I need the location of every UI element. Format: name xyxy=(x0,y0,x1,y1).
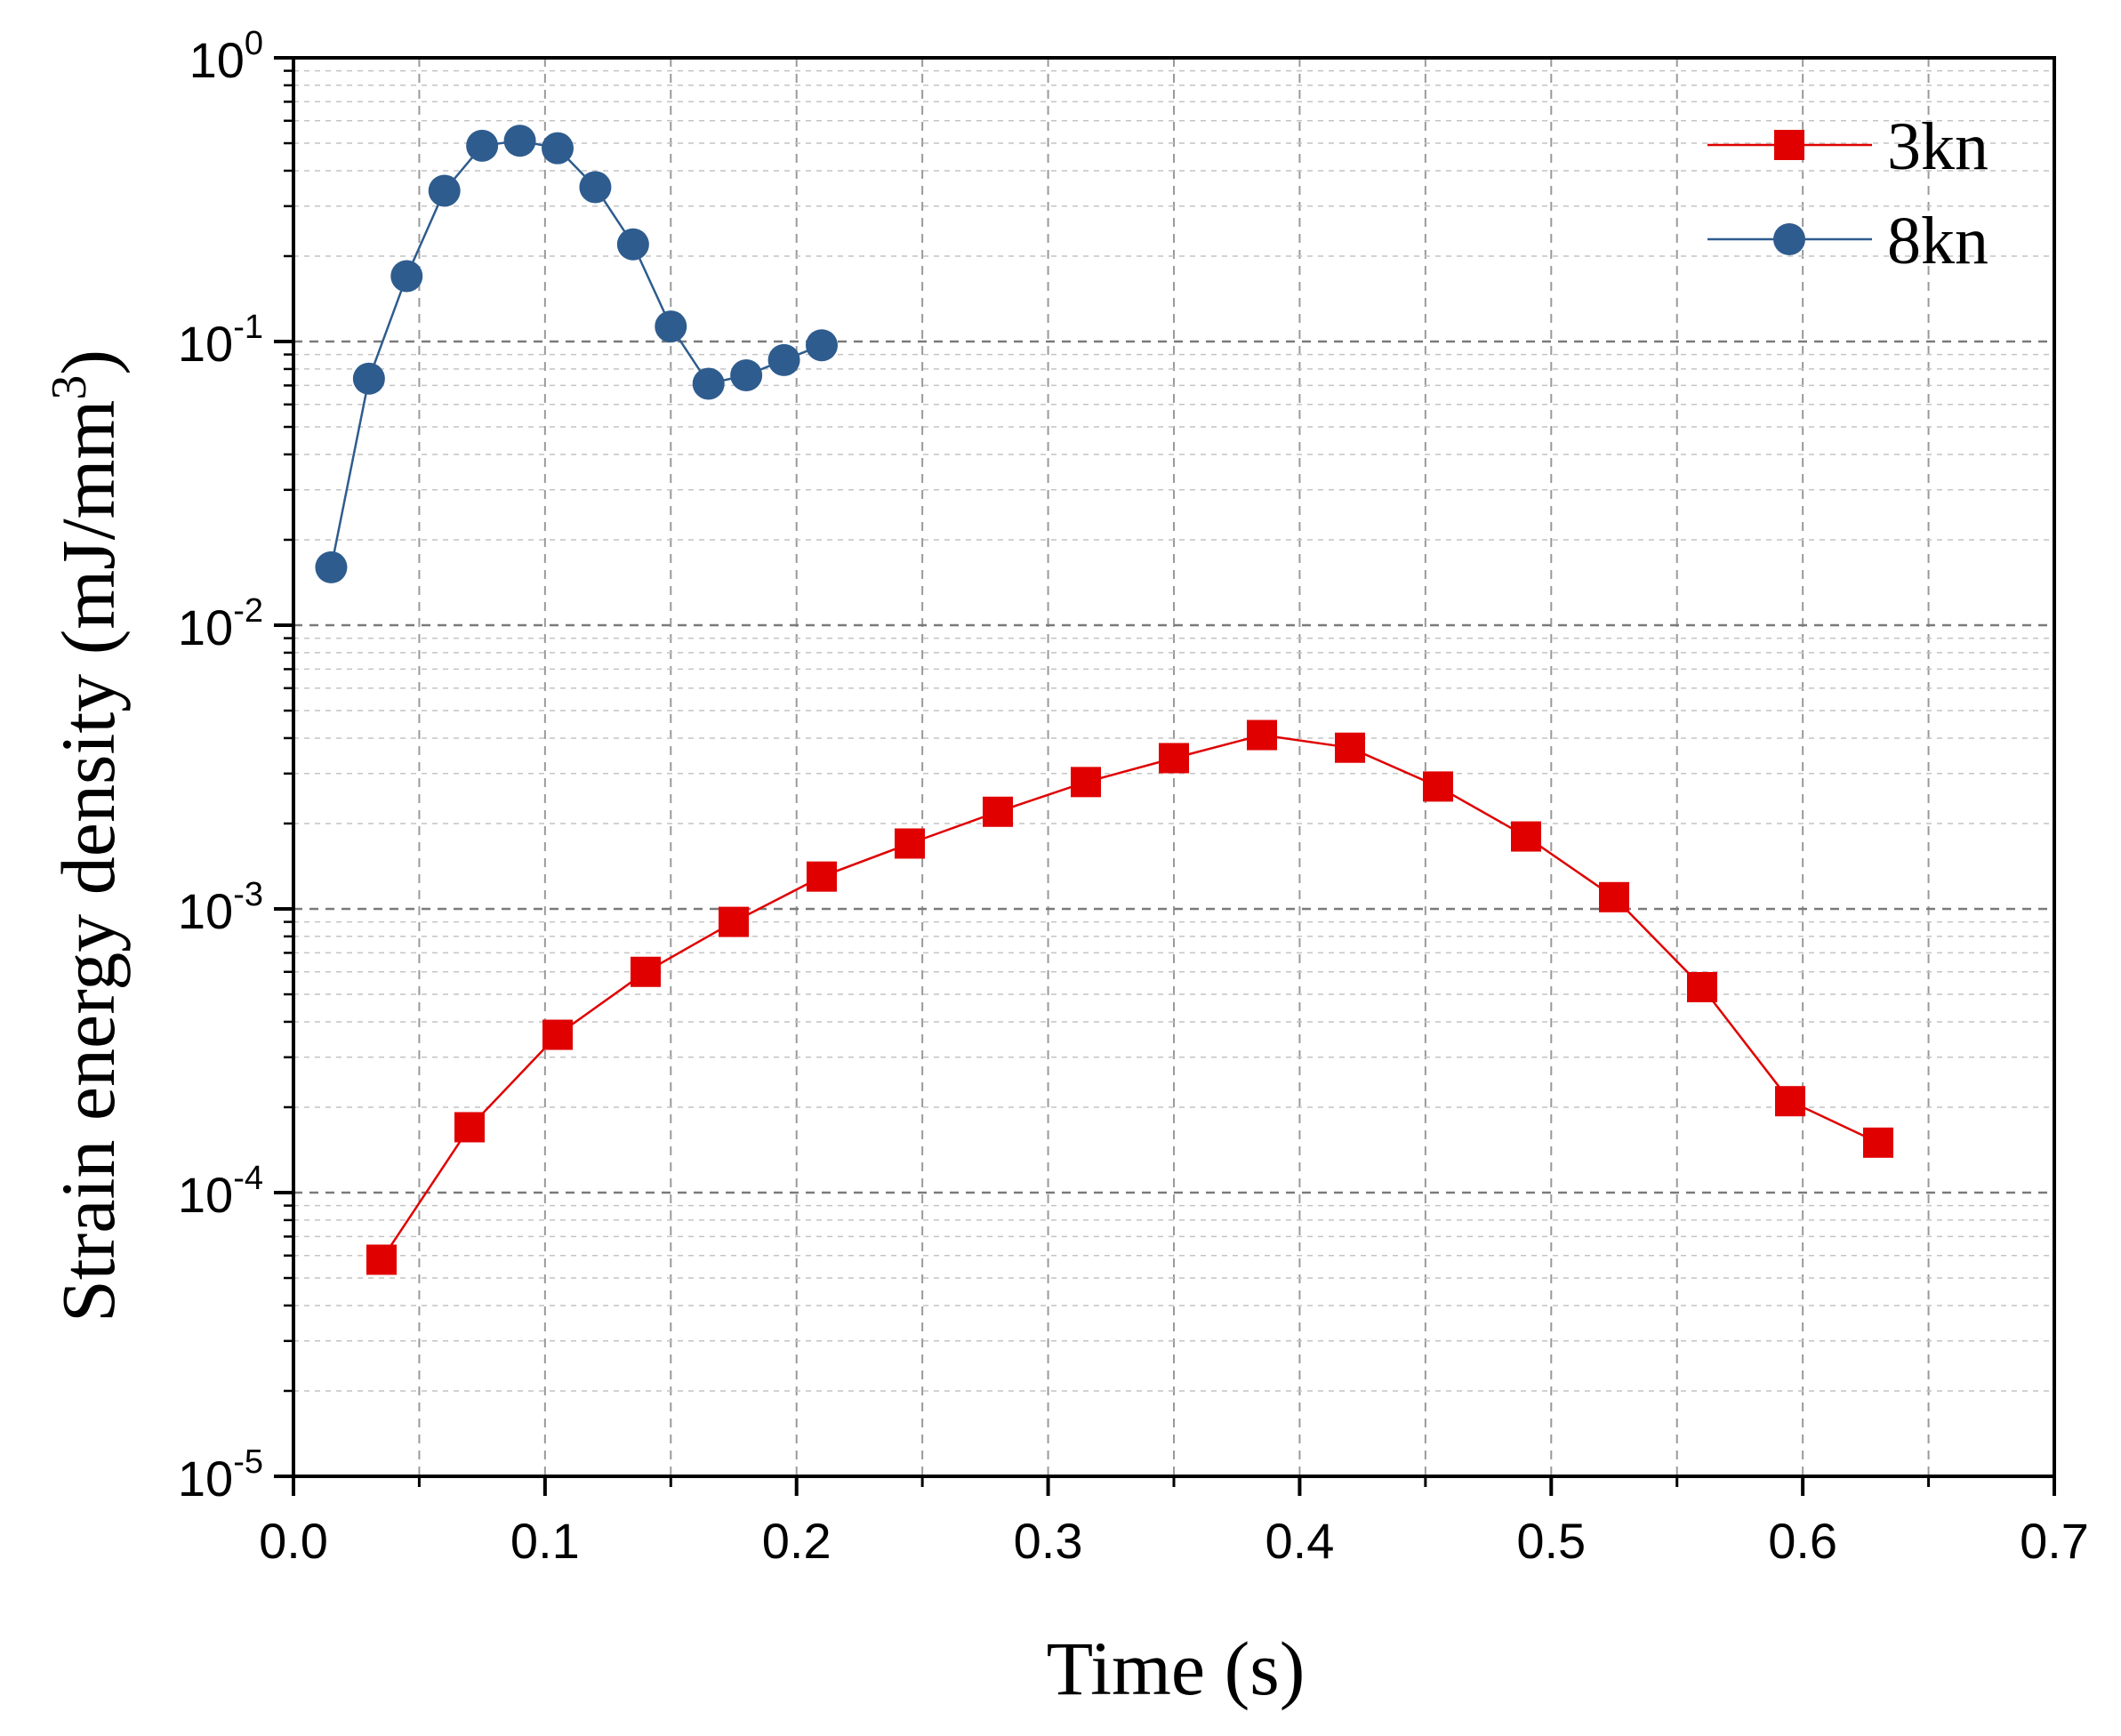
y-tick-label: 10-4 xyxy=(178,1160,263,1223)
data-point-8kn xyxy=(692,367,725,400)
data-point-8kn xyxy=(542,132,574,165)
data-point-8kn xyxy=(315,551,348,583)
data-point-3kn xyxy=(454,1112,485,1143)
data-point-3kn xyxy=(1247,719,1277,751)
y-tick-exponent: -2 xyxy=(233,592,263,630)
data-point-3kn xyxy=(366,1244,397,1275)
data-point-3kn xyxy=(1599,881,1629,912)
data-point-3kn xyxy=(1335,732,1365,763)
series-8kn xyxy=(315,125,838,583)
y-axis-title: Strain energy density (mJ/mm3) xyxy=(42,350,131,1322)
x-tick-label: 0.4 xyxy=(1265,1513,1334,1569)
legend-label-8kn: 8kn xyxy=(1887,204,1988,278)
data-point-8kn xyxy=(352,362,385,395)
data-point-8kn xyxy=(466,129,499,162)
y-tick-label: 10-1 xyxy=(178,309,263,372)
data-point-8kn xyxy=(390,260,423,293)
x-tick-label: 0.1 xyxy=(510,1513,580,1569)
y-tick-base: 10 xyxy=(178,1167,233,1223)
x-tick-labels: 0.0 0.1 0.2 0.3 0.4 0.5 0.6 0.7 xyxy=(259,1513,2089,1569)
data-point-3kn xyxy=(1775,1086,1805,1117)
x-tick-label: 0.5 xyxy=(1516,1513,1586,1569)
y-tick-label: 100 xyxy=(189,25,263,88)
data-point-3kn xyxy=(1071,767,1101,798)
y-tick-label: 10-5 xyxy=(178,1443,263,1507)
y-tick-exponent: 0 xyxy=(245,25,263,62)
x-tick-label: 0.6 xyxy=(1768,1513,1837,1569)
y-tick-base: 10 xyxy=(178,1451,233,1507)
data-point-8kn xyxy=(428,174,461,207)
data-point-8kn xyxy=(579,171,612,204)
x-tick-label: 0.2 xyxy=(762,1513,832,1569)
data-point-8kn xyxy=(806,329,838,362)
data-point-8kn xyxy=(767,343,800,376)
data-point-3kn xyxy=(1159,743,1189,774)
y-tick-base: 10 xyxy=(189,32,245,88)
legend-marker-8kn xyxy=(1773,223,1805,255)
data-point-8kn xyxy=(655,310,687,343)
legend-marker-3kn xyxy=(1774,130,1804,160)
x-tick-label: 0.7 xyxy=(2020,1513,2089,1569)
data-point-3kn xyxy=(983,796,1013,827)
data-point-3kn xyxy=(807,861,837,892)
y-tick-exponent: -4 xyxy=(233,1160,263,1197)
y-axis-title-main: Strain energy density (mJ/mm xyxy=(45,400,131,1322)
x-tick-label: 0.0 xyxy=(259,1513,328,1569)
data-point-3kn xyxy=(895,828,925,859)
y-tick-base: 10 xyxy=(178,883,233,939)
series-layer xyxy=(315,125,1893,1275)
y-axis-title-superscript: 3 xyxy=(42,375,97,400)
data-point-3kn xyxy=(719,906,749,937)
x-tick-label: 0.3 xyxy=(1014,1513,1083,1569)
data-point-8kn xyxy=(503,125,536,157)
data-point-3kn xyxy=(1423,771,1453,802)
y-tick-label: 10-3 xyxy=(178,876,263,939)
y-tick-label: 10-2 xyxy=(178,592,263,655)
plot-frame xyxy=(292,56,2056,1478)
y-tick-base: 10 xyxy=(178,316,233,372)
y-tick-exponent: -5 xyxy=(233,1443,263,1481)
y-tick-exponent: -1 xyxy=(233,309,263,346)
data-point-3kn xyxy=(1863,1127,1893,1158)
data-point-8kn xyxy=(730,359,763,392)
y-tick-base: 10 xyxy=(178,599,233,655)
y-tick-exponent: -3 xyxy=(233,876,263,913)
legend-label-3kn: 3kn xyxy=(1887,109,1988,184)
y-axis-title-close: ) xyxy=(45,350,131,375)
data-point-3kn xyxy=(1511,821,1541,852)
data-point-3kn xyxy=(542,1019,573,1050)
data-point-3kn xyxy=(1687,971,1717,1002)
data-point-3kn xyxy=(631,956,661,987)
data-point-8kn xyxy=(616,228,649,261)
series-3kn xyxy=(366,719,1893,1275)
x-axis-title: Time (s) xyxy=(1047,1626,1306,1711)
